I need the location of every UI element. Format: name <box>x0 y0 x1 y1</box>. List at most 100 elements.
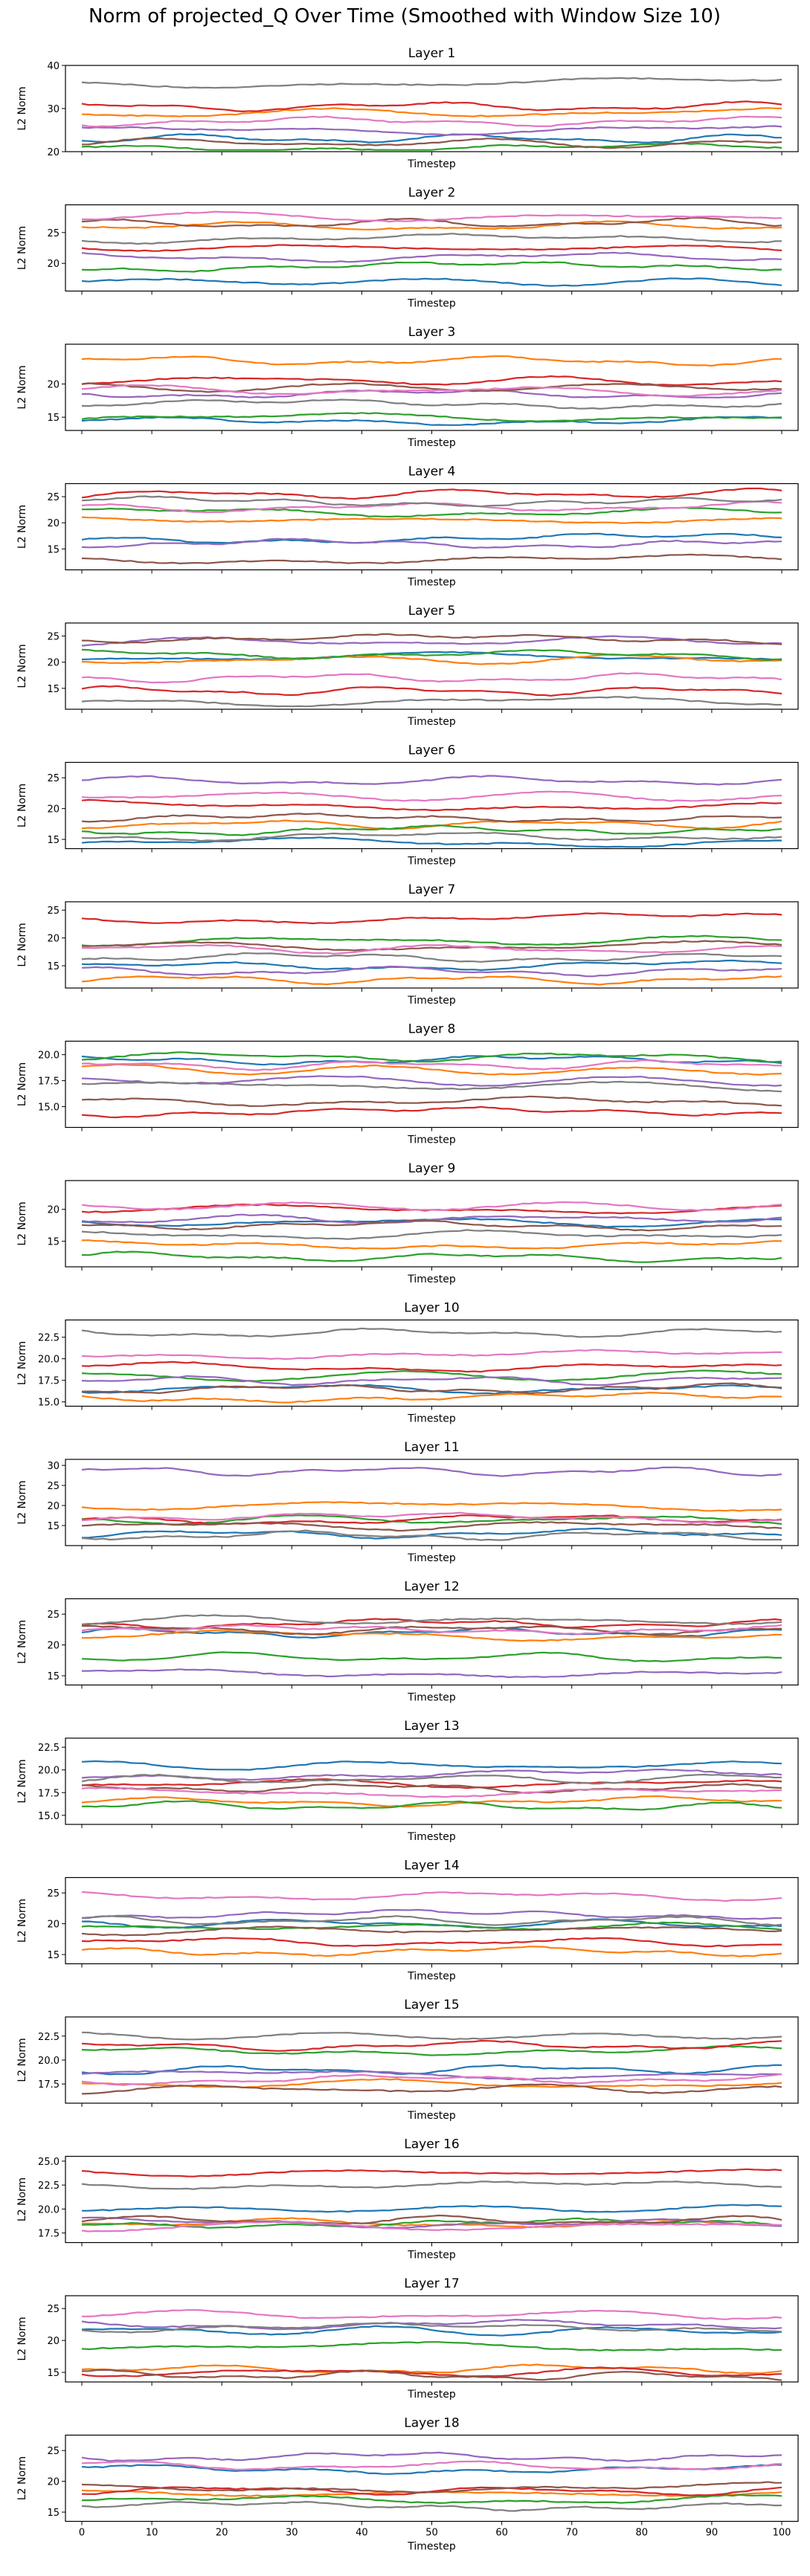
x-axis-label: Timestep <box>407 2389 456 2401</box>
y-tick-label: 17.5 <box>38 1376 60 1387</box>
x-tick-label: 10 <box>146 2528 158 2539</box>
y-tick-label: 20.0 <box>38 1766 60 1777</box>
series-line-1 <box>81 277 782 287</box>
plot-frame <box>65 2434 799 2522</box>
y-tick-label: 15 <box>47 413 60 424</box>
series-line-1 <box>81 836 782 848</box>
y-tick-label: 25 <box>47 2304 60 2315</box>
series-line-7 <box>81 2309 782 2320</box>
plot-frame <box>65 1876 799 1965</box>
series-line-3 <box>81 1651 782 1662</box>
series-line-7 <box>81 1786 782 1798</box>
subplot-layer-12: Layer 12 L2 Norm Timestep 15 20 25 <box>16 1580 799 1704</box>
series-line-4 <box>81 1360 782 1373</box>
series-line-3 <box>81 648 782 662</box>
series-line-1 <box>81 2325 782 2337</box>
series-line-6 <box>81 137 782 149</box>
series-line-8 <box>81 1915 782 1926</box>
series-line-2 <box>81 1946 782 1957</box>
series-line-8 <box>81 77 782 89</box>
y-tick-label: 40 <box>47 61 60 72</box>
x-axis-label: Timestep <box>407 1274 456 1285</box>
series-line-7 <box>81 1891 782 1902</box>
plot-frame <box>65 204 799 292</box>
plot-frame <box>65 65 799 152</box>
series-line-3 <box>81 261 782 273</box>
series-line-5 <box>81 251 782 263</box>
y-tick-label: 20.0 <box>38 1050 60 1062</box>
plot-frame <box>65 1737 799 1825</box>
y-tick-label: 22.5 <box>38 1333 60 1344</box>
plot-frame <box>65 2295 799 2383</box>
series-line-2 <box>81 355 782 367</box>
y-tick-label: 20 <box>47 934 60 945</box>
y-axis-label: L2 Norm <box>16 784 28 827</box>
series-line-7 <box>81 1059 782 1071</box>
series-line-6 <box>81 1095 782 1107</box>
series-line-6 <box>81 553 782 564</box>
series-line-1 <box>81 2204 782 2213</box>
series-line-6 <box>81 2083 782 2095</box>
x-axis-label: Timestep <box>407 1971 456 1983</box>
series-line-1 <box>81 959 782 971</box>
plot-frame <box>65 482 799 571</box>
plot-frame <box>65 901 799 989</box>
x-tick-label: 20 <box>216 2528 228 2539</box>
series-line-2 <box>81 2078 782 2089</box>
y-tick-label: 25 <box>47 1481 60 1492</box>
series-line-4 <box>81 100 782 112</box>
series-line-2 <box>81 1063 782 1076</box>
series-line-7 <box>81 1201 782 1212</box>
series-line-2 <box>81 819 782 830</box>
plot-frame <box>65 622 799 710</box>
series-line-8 <box>81 1773 782 1785</box>
y-tick-label: 20.0 <box>38 2056 60 2067</box>
series-line-2 <box>81 107 782 117</box>
subplot-title: Layer 11 <box>404 1440 459 1455</box>
series-line-4 <box>81 685 782 697</box>
x-axis-label: Timestep <box>407 577 456 589</box>
series-line-8 <box>81 495 782 508</box>
y-tick-label: 15 <box>47 835 60 846</box>
subplot-layer-7: Layer 7 L2 Norm Timestep 15 20 25 <box>16 882 799 1007</box>
x-tick-label: 40 <box>356 2528 368 2539</box>
series-line-8 <box>81 233 782 245</box>
series-line-1 <box>81 1760 782 1771</box>
y-tick-label: 15.0 <box>38 1103 60 1114</box>
series-line-7 <box>81 1511 782 1524</box>
y-axis-label: L2 Norm <box>16 1201 28 1245</box>
x-axis-label: Timestep <box>407 1552 456 1564</box>
x-axis-label: Timestep <box>407 1413 456 1425</box>
series-line-5 <box>81 965 782 978</box>
subplot-title: Layer 10 <box>404 1301 459 1316</box>
series-line-1 <box>81 532 782 544</box>
y-tick-label: 25 <box>47 2446 60 2457</box>
subplot-title: Layer 2 <box>408 186 456 201</box>
series-line-8 <box>81 952 782 963</box>
series-line-8 <box>81 2322 782 2334</box>
series-line-8 <box>81 696 782 708</box>
series-line-4 <box>81 1778 782 1789</box>
series-line-7 <box>82 210 782 223</box>
y-tick-label: 25 <box>47 632 60 643</box>
series-line-5 <box>81 2216 782 2229</box>
y-tick-label: 15 <box>47 684 60 695</box>
subplot-title: Layer 16 <box>404 2137 459 2152</box>
y-tick-label: 20 <box>47 518 60 529</box>
y-tick-label: 15 <box>47 1950 60 1961</box>
y-tick-label: 17.5 <box>38 2079 60 2091</box>
series-line-5 <box>81 1213 782 1224</box>
x-axis-label: Timestep <box>407 2250 456 2262</box>
x-axis-label: Timestep <box>407 1692 456 1704</box>
series-line-6 <box>81 1783 782 1794</box>
series-line-6 <box>81 1382 782 1395</box>
y-tick-label: 22.5 <box>38 2180 60 2192</box>
y-tick-label: 15.0 <box>38 1398 60 1409</box>
series-line-5 <box>81 2319 782 2331</box>
series-line-5 <box>81 1908 782 1920</box>
series-line-3 <box>81 412 782 422</box>
subplot-layer-10: Layer 10 L2 Norm Timestep 15.0 17.5 20.0 22.5 <box>16 1301 799 1425</box>
y-axis-label: L2 Norm <box>16 1759 28 1803</box>
series-line-4 <box>81 375 782 387</box>
